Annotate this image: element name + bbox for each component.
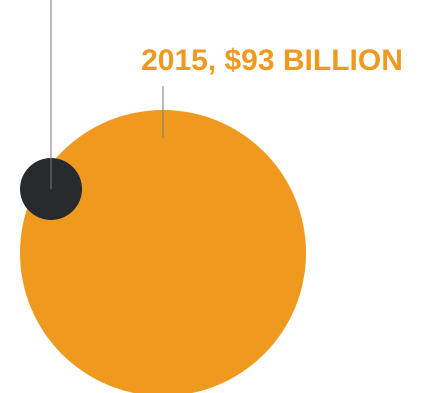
bubble-2015-label: 2015, $93 BILLION bbox=[141, 44, 403, 77]
bubble-2015 bbox=[20, 110, 306, 393]
